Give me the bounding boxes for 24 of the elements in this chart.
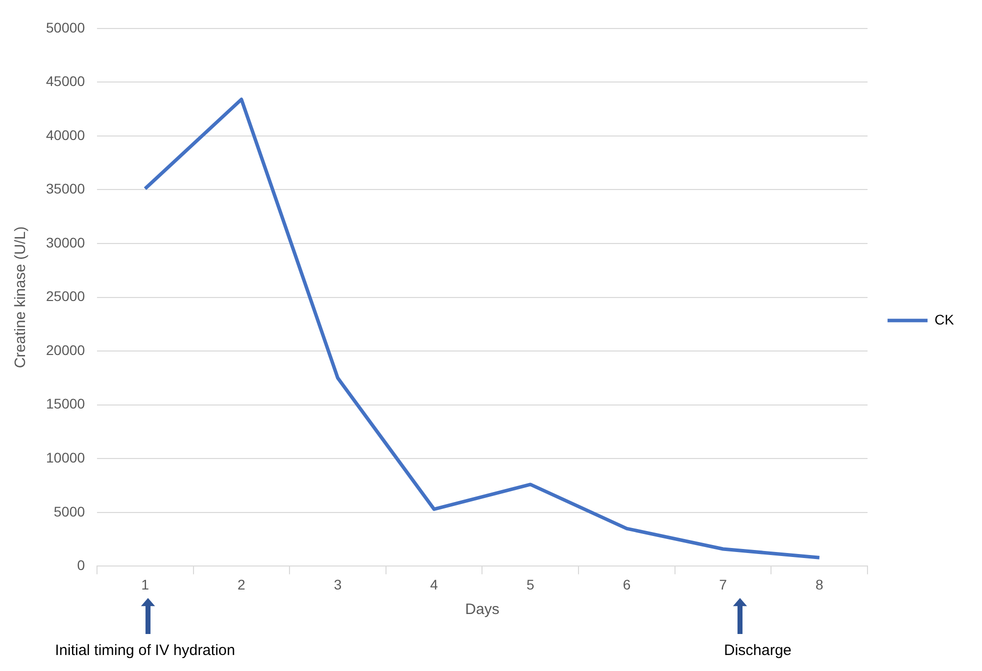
x-axis-title: Days [465, 601, 500, 618]
x-tick-label: 8 [815, 576, 824, 592]
y-tick-label: 40000 [46, 126, 86, 143]
y-tick-label: 50000 [46, 19, 86, 36]
y-axis-title: Creatine kinase (U/L) [12, 226, 30, 368]
y-tick-label: 10000 [46, 450, 86, 466]
x-tick-label: 2 [238, 576, 246, 592]
text: Discharge [724, 642, 792, 659]
y-tick-label: 5000 [54, 503, 86, 520]
x-tick-label: 4 [430, 576, 438, 592]
text: Initial timing of IV hydration [55, 642, 236, 659]
y-tick-label: 30000 [46, 234, 86, 250]
y-tick-label: 45000 [46, 73, 86, 90]
x-tick-label: 6 [622, 576, 631, 592]
y-tick-label: 25000 [46, 288, 86, 304]
x-tick-label: 3 [334, 576, 342, 592]
y-tick-label: 20000 [46, 342, 86, 358]
y-tick-label: 15000 [46, 396, 86, 412]
x-tick-label: 5 [526, 576, 535, 592]
y-tick-label: 0 [77, 557, 86, 574]
legend-label: CK [934, 311, 955, 328]
x-tick-label: 1 [141, 576, 150, 592]
y-tick-label: 35000 [46, 180, 86, 197]
x-tick-label: 7 [719, 576, 728, 592]
